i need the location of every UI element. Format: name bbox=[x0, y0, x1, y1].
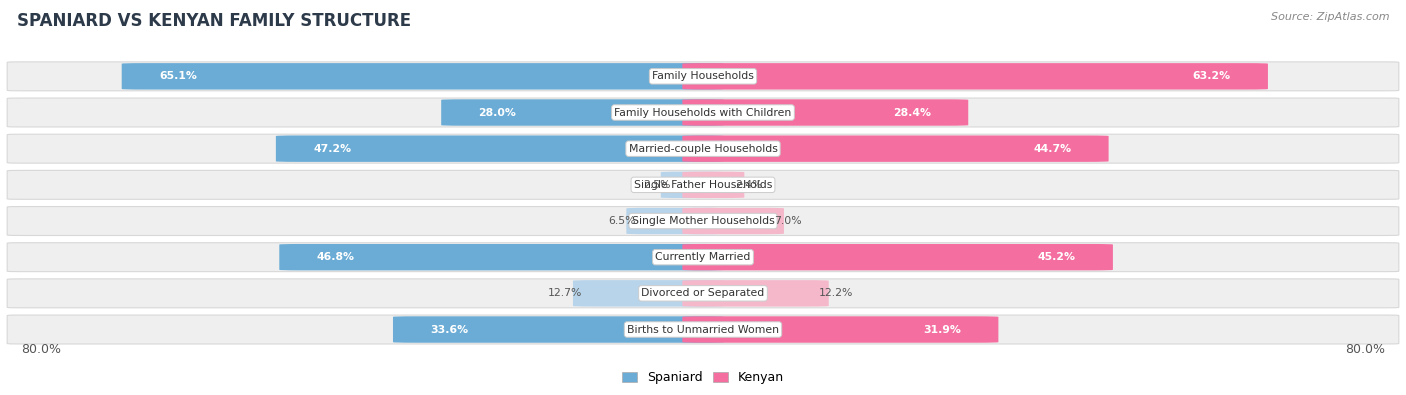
Text: Births to Unmarried Women: Births to Unmarried Women bbox=[627, 325, 779, 335]
FancyBboxPatch shape bbox=[682, 99, 969, 126]
FancyBboxPatch shape bbox=[7, 243, 1399, 272]
Text: 33.6%: 33.6% bbox=[430, 325, 468, 335]
Text: 47.2%: 47.2% bbox=[314, 144, 352, 154]
Text: 80.0%: 80.0% bbox=[21, 343, 60, 356]
Text: 7.0%: 7.0% bbox=[775, 216, 801, 226]
Text: Family Households: Family Households bbox=[652, 71, 754, 81]
Text: Single Mother Households: Single Mother Households bbox=[631, 216, 775, 226]
Text: 80.0%: 80.0% bbox=[1346, 343, 1385, 356]
Text: 28.4%: 28.4% bbox=[893, 107, 931, 117]
FancyBboxPatch shape bbox=[122, 63, 724, 90]
Text: 12.7%: 12.7% bbox=[548, 288, 582, 298]
FancyBboxPatch shape bbox=[682, 316, 998, 343]
FancyBboxPatch shape bbox=[7, 98, 1399, 127]
FancyBboxPatch shape bbox=[682, 280, 828, 307]
Text: Currently Married: Currently Married bbox=[655, 252, 751, 262]
FancyBboxPatch shape bbox=[682, 135, 1108, 162]
Legend: Spaniard, Kenyan: Spaniard, Kenyan bbox=[617, 367, 789, 389]
FancyBboxPatch shape bbox=[7, 279, 1399, 308]
FancyBboxPatch shape bbox=[626, 208, 724, 234]
Text: Source: ZipAtlas.com: Source: ZipAtlas.com bbox=[1271, 12, 1389, 22]
FancyBboxPatch shape bbox=[441, 99, 724, 126]
FancyBboxPatch shape bbox=[682, 244, 1114, 271]
Text: 31.9%: 31.9% bbox=[924, 325, 962, 335]
FancyBboxPatch shape bbox=[661, 172, 724, 198]
Text: 65.1%: 65.1% bbox=[159, 71, 197, 81]
FancyBboxPatch shape bbox=[7, 315, 1399, 344]
FancyBboxPatch shape bbox=[682, 63, 1268, 90]
FancyBboxPatch shape bbox=[276, 135, 724, 162]
Text: Married-couple Households: Married-couple Households bbox=[628, 144, 778, 154]
Text: Single Father Households: Single Father Households bbox=[634, 180, 772, 190]
Text: 63.2%: 63.2% bbox=[1192, 71, 1230, 81]
Text: 44.7%: 44.7% bbox=[1033, 144, 1071, 154]
FancyBboxPatch shape bbox=[280, 244, 724, 271]
Text: Divorced or Separated: Divorced or Separated bbox=[641, 288, 765, 298]
FancyBboxPatch shape bbox=[574, 280, 724, 307]
FancyBboxPatch shape bbox=[392, 316, 724, 343]
FancyBboxPatch shape bbox=[7, 134, 1399, 163]
FancyBboxPatch shape bbox=[682, 208, 785, 234]
Text: 46.8%: 46.8% bbox=[316, 252, 354, 262]
FancyBboxPatch shape bbox=[7, 170, 1399, 199]
Text: Family Households with Children: Family Households with Children bbox=[614, 107, 792, 117]
FancyBboxPatch shape bbox=[682, 172, 744, 198]
FancyBboxPatch shape bbox=[7, 62, 1399, 91]
Text: 6.5%: 6.5% bbox=[609, 216, 636, 226]
Text: 12.2%: 12.2% bbox=[820, 288, 853, 298]
Text: SPANIARD VS KENYAN FAMILY STRUCTURE: SPANIARD VS KENYAN FAMILY STRUCTURE bbox=[17, 12, 411, 30]
FancyBboxPatch shape bbox=[7, 207, 1399, 235]
Text: 45.2%: 45.2% bbox=[1038, 252, 1076, 262]
Text: 2.5%: 2.5% bbox=[643, 180, 671, 190]
Text: 28.0%: 28.0% bbox=[478, 107, 516, 117]
Text: 2.4%: 2.4% bbox=[735, 180, 762, 190]
